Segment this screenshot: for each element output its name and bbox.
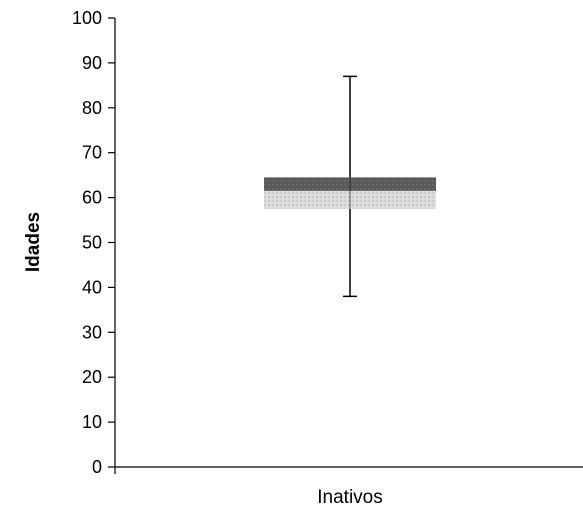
plot-area	[264, 75, 436, 298]
y-tick-label: 60	[82, 188, 102, 208]
y-tick-label: 10	[82, 412, 102, 432]
x-axis-title: Inativos	[317, 487, 382, 508]
box-plot-inativos	[264, 75, 436, 298]
y-tick-label: 70	[82, 143, 102, 163]
y-tick-label: 90	[82, 53, 102, 73]
y-tick-label: 20	[82, 367, 102, 387]
y-ticks: 0 10 20 30 40 50 60 70 80 90 100	[72, 8, 115, 477]
y-tick-label: 0	[92, 457, 102, 477]
y-axis: 0 10 20 30 40 50 60 70 80 90 100	[72, 8, 116, 477]
y-tick-label: 40	[82, 277, 102, 297]
y-tick-label: 30	[82, 322, 102, 342]
y-tick-label: 100	[72, 8, 102, 28]
y-tick-label: 50	[82, 233, 102, 253]
y-axis-title: Idades	[23, 212, 44, 272]
y-tick-label: 80	[82, 98, 102, 118]
x-axis	[114, 466, 583, 474]
